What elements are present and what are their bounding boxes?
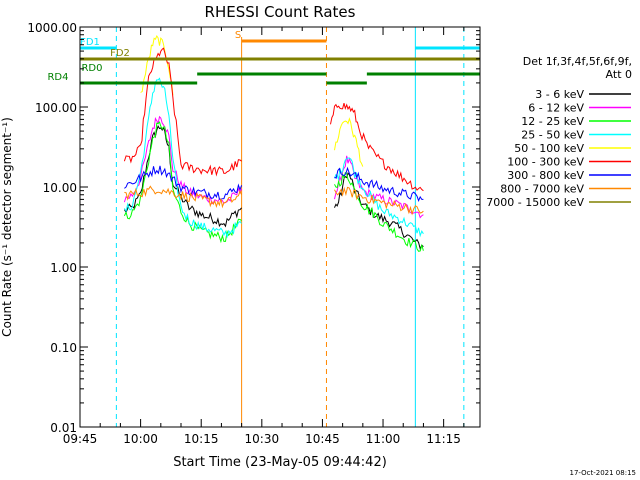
series-line-7-pass1 [124,185,243,209]
x-tick-label-1: 10:00 [123,432,158,446]
legend-label-8: 7000 - 15000 keV [486,196,584,209]
legend: Det 1f,3f,4f,5f,6f,9f, Att 0 3 - 6 keV6 … [486,55,632,209]
legend-label-1: 6 - 12 keV [528,102,584,115]
legend-title-line2: Att 0 [606,68,632,81]
bar-label-rd0: RD0 [81,63,102,74]
legend-label-3: 25 - 50 keV [521,129,584,142]
series-line-6-pass1 [124,165,243,200]
x-tick-label-4: 10:45 [305,432,340,446]
y-tick-label-3: 10.00 [43,181,77,195]
legend-label-0: 3 - 6 keV [535,88,584,101]
legend-label-4: 50 - 100 keV [514,142,584,155]
legend-label-6: 300 - 800 keV [507,169,584,182]
series-line-6-pass2 [334,166,424,202]
series-line-7-pass2 [334,186,424,216]
chart-title: RHESSI Count Rates [205,3,356,21]
legend-label-5: 100 - 300 keV [507,156,584,169]
series-line-2-pass2 [334,171,424,252]
bar-label-fd2: FD2 [110,48,130,59]
axes: 09:45 10:00 10:15 10:30 10:45 11:00 11:15 0.01 0… [27,21,480,446]
x-tick-label-6: 11:15 [426,432,461,446]
series-line-5-pass1 [123,47,242,177]
x-axis-label: Start Time (23-May-05 09:44:42) [173,455,387,470]
timestamp: 17-Oct-2021 08:15 [570,469,636,477]
bar-label-s: S [235,30,241,41]
y-tick-label-5: 1000.00 [27,21,77,35]
y-tick-label-2: 1.00 [50,261,77,275]
legend-title-line1: Det 1f,3f,4f,5f,6f,9f, [523,55,632,68]
series-line-3-pass1 [123,77,242,239]
bar-label-fd1: FD1 [80,37,100,48]
series-line-4-pass2 [334,117,364,167]
y-axis-label: Count Rate (s⁻¹ detector segment⁻¹) [0,117,14,337]
plot-frame [79,26,481,428]
legend-label-7: 800 - 7000 keV [500,183,584,196]
y-tick-label-1: 0.10 [50,341,77,355]
series-line-5-pass2 [330,102,424,192]
x-tick-label-0: 09:45 [63,432,98,446]
bar-label-rd4: RD4 [47,72,68,83]
series-layer [123,34,424,252]
x-tick-label-5: 11:00 [366,432,401,446]
series-line-1-pass2 [334,155,424,219]
series-line-4-pass1 [140,34,174,96]
y-tick-label-0: 0.01 [50,421,77,435]
overlay-layer [115,27,465,427]
series-line-0-pass2 [334,172,424,251]
x-tick-label-3: 10:30 [245,432,280,446]
legend-label-2: 12 - 25 keV [521,115,584,128]
x-tick-label-2: 10:15 [184,432,219,446]
segment-bars: FD1 S FD2 RD0 RD4 [47,30,480,85]
y-tick-label-4: 100.00 [35,101,77,115]
series-line-2-pass1 [123,121,242,244]
